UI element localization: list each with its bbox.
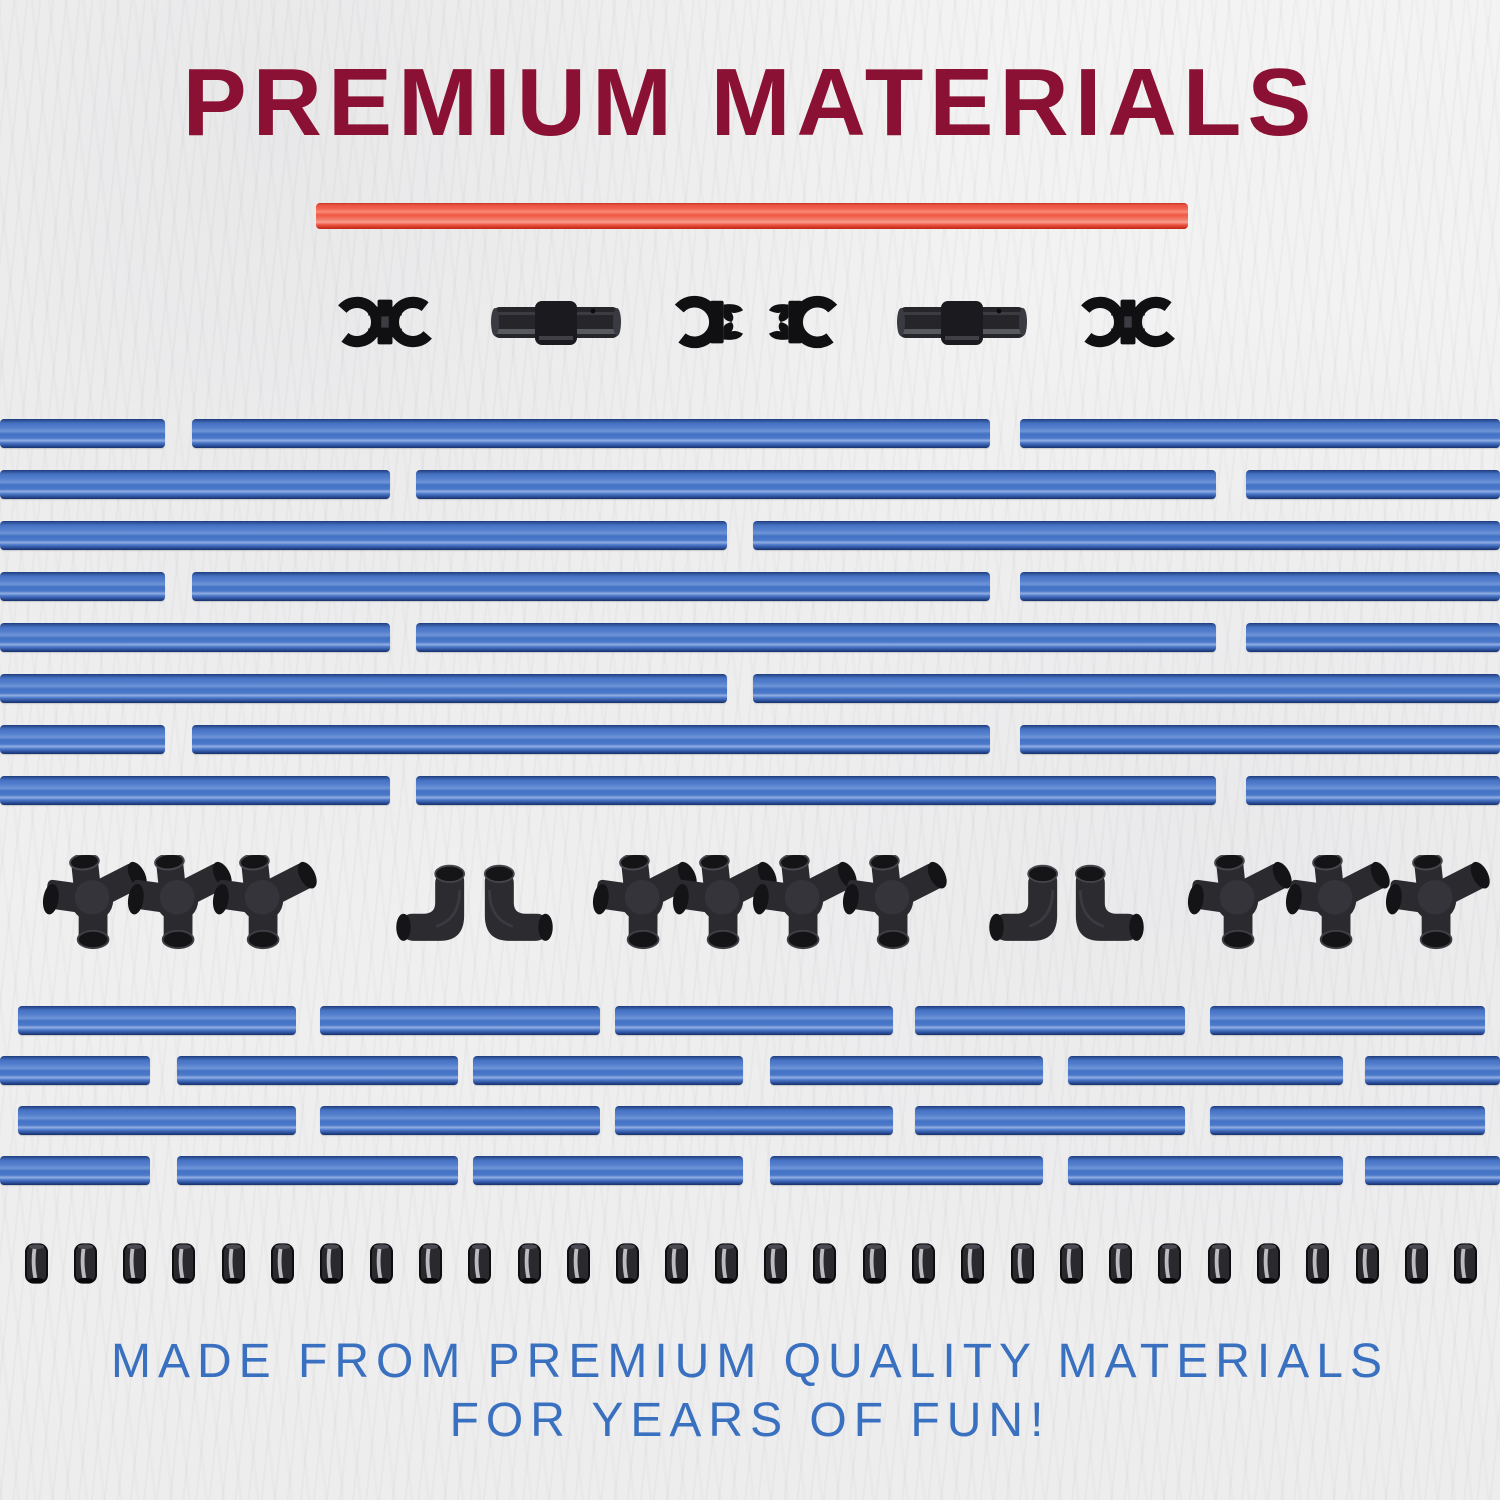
blue-pole <box>0 674 727 703</box>
pipe-clip-icon <box>1257 1243 1280 1284</box>
blue-pole <box>1246 470 1500 499</box>
pipe-clip-icon <box>370 1243 393 1284</box>
pipe-clip-icon <box>222 1243 245 1284</box>
pipe-clip-icon <box>715 1243 738 1284</box>
pipe-clip-icon <box>912 1243 935 1284</box>
blue-pole <box>753 521 1500 550</box>
blue-pole <box>915 1106 1185 1135</box>
blue-pole <box>18 1006 296 1035</box>
blue-pole <box>1020 725 1500 754</box>
pole-coupler-icon <box>490 296 622 348</box>
blue-pole <box>615 1006 893 1035</box>
pipe-clip-icon <box>863 1243 886 1284</box>
double-snap-clip-icon <box>1072 291 1184 353</box>
pipe-clip-icon <box>271 1243 294 1284</box>
four-way-corner-fitting-icon <box>1385 855 1491 951</box>
blue-pole <box>192 725 990 754</box>
caption-line-1: MADE FROM PREMIUM QUALITY MATERIALS <box>110 1335 1389 1388</box>
pipe-clip-icon <box>1109 1243 1132 1284</box>
pipe-clip-icon <box>1060 1243 1083 1284</box>
elbow-fitting-icon <box>395 863 479 949</box>
pipe-clip-icon <box>567 1243 590 1284</box>
pipe-clip-icon <box>1454 1243 1477 1284</box>
blue-pole <box>0 1056 150 1085</box>
pipe-clip-icon <box>123 1243 146 1284</box>
blue-pole <box>0 572 165 601</box>
blue-pole <box>0 470 390 499</box>
red-pole-divider <box>316 203 1188 229</box>
blue-pole <box>1246 776 1500 805</box>
blue-pole <box>1246 623 1500 652</box>
blue-pole <box>0 521 727 550</box>
elbow-fitting-icon <box>1061 863 1145 949</box>
blue-pole <box>0 725 165 754</box>
blue-pole <box>1365 1156 1500 1185</box>
blue-pole <box>915 1006 1185 1035</box>
elbow-fitting-icon <box>470 863 554 949</box>
blue-pole <box>1068 1056 1343 1085</box>
blue-pole <box>177 1156 458 1185</box>
blue-pole <box>1210 1006 1485 1035</box>
four-way-corner-fitting-icon <box>212 855 318 951</box>
pole-coupler-icon <box>896 296 1028 348</box>
blue-pole <box>770 1156 1043 1185</box>
blue-pole <box>320 1106 600 1135</box>
pipe-clip-icon <box>1158 1243 1181 1284</box>
page-title: PREMIUM MATERIALS <box>182 49 1318 156</box>
caption-line-2: FOR YEARS OF FUN! <box>449 1393 1051 1447</box>
blue-pole <box>1020 419 1500 448</box>
blue-pole <box>1210 1106 1485 1135</box>
blue-pole <box>192 419 990 448</box>
pipe-clip-icon <box>616 1243 639 1284</box>
four-way-corner-fitting-icon <box>1285 855 1391 951</box>
blue-pole <box>1020 572 1500 601</box>
pipe-clip-icon <box>518 1243 541 1284</box>
blue-pole <box>1068 1156 1343 1185</box>
blue-pole <box>770 1056 1043 1085</box>
blue-pole <box>0 419 165 448</box>
pipe-clip-icon <box>961 1243 984 1284</box>
blue-pole <box>416 623 1216 652</box>
pipe-clip-icon <box>468 1243 491 1284</box>
pipe-clip-icon <box>419 1243 442 1284</box>
pipe-clip-icon <box>665 1243 688 1284</box>
blue-pole <box>416 776 1216 805</box>
pipe-clip-icon <box>172 1243 195 1284</box>
pipe-clip-icon <box>764 1243 787 1284</box>
blue-pole <box>1365 1056 1500 1085</box>
four-way-corner-fitting-icon <box>1187 855 1293 951</box>
blue-pole <box>615 1106 893 1135</box>
blue-pole <box>192 572 990 601</box>
pipe-clip-icon <box>1405 1243 1428 1284</box>
blue-pole <box>753 674 1500 703</box>
pipe-clip-icon <box>813 1243 836 1284</box>
elbow-fitting-icon <box>988 863 1072 949</box>
pipe-clip-icon <box>74 1243 97 1284</box>
pipe-clip-icon <box>320 1243 343 1284</box>
caption: MADE FROM PREMIUM QUALITY MATERIALS FOR … <box>0 1333 1500 1450</box>
four-way-corner-fitting-icon <box>842 855 948 951</box>
blue-pole <box>0 1156 150 1185</box>
pipe-clip-icon <box>1356 1243 1379 1284</box>
blue-pole <box>0 776 390 805</box>
blue-pole <box>0 623 390 652</box>
blue-pole <box>473 1056 743 1085</box>
pipe-clip-icon <box>1306 1243 1329 1284</box>
pipe-clip-icon <box>25 1243 48 1284</box>
blue-pole <box>177 1056 458 1085</box>
pipe-clip-icon <box>1208 1243 1231 1284</box>
blue-pole <box>416 470 1216 499</box>
double-snap-clip-icon <box>329 291 441 353</box>
pipe-clip-icon <box>1011 1243 1034 1284</box>
blue-pole <box>473 1156 743 1185</box>
snap-clip-icon <box>756 291 844 353</box>
blue-pole <box>320 1006 600 1035</box>
blue-pole <box>18 1106 296 1135</box>
snap-clip-icon <box>668 291 756 353</box>
